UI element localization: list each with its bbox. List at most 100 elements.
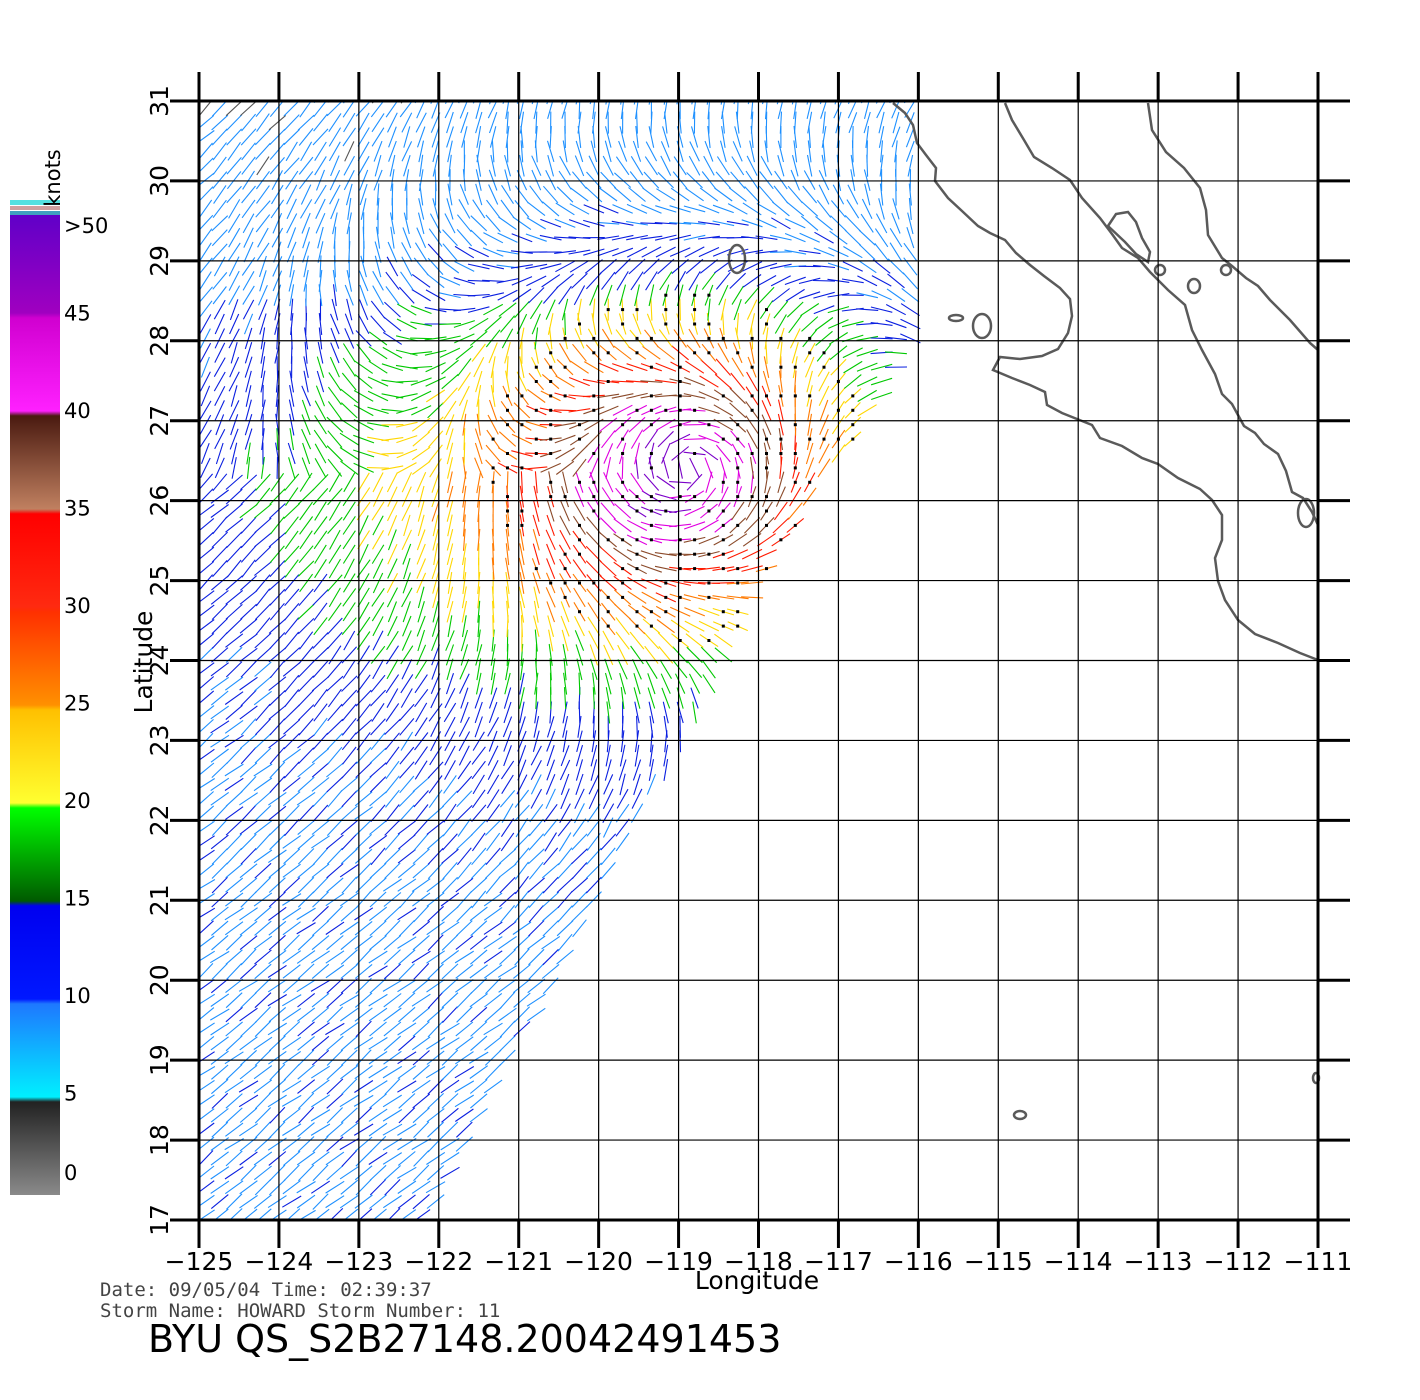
wind-vector <box>519 154 525 177</box>
wind-vector <box>718 486 729 507</box>
wind-vector <box>600 833 617 851</box>
wind-vector <box>272 256 283 277</box>
colorbar-cap-pink <box>10 206 60 210</box>
wind-vector <box>328 587 341 608</box>
wind-vector <box>357 487 371 507</box>
wind-vector <box>456 214 472 233</box>
wind-vector <box>211 575 229 591</box>
wind-vector <box>282 994 302 1007</box>
wind-vector <box>744 286 760 304</box>
wind-vector <box>440 1079 460 1094</box>
rain-flag-marker <box>534 437 538 441</box>
wind-vector <box>894 140 898 163</box>
wind-vector <box>686 172 703 189</box>
wind-vector <box>269 1063 286 1081</box>
rain-flag-marker <box>549 581 553 585</box>
wind-vector <box>557 933 573 952</box>
wind-vector <box>878 111 885 134</box>
wind-vector <box>326 1006 344 1023</box>
wind-vector <box>575 644 584 666</box>
wind-vector <box>614 503 632 519</box>
wind-vector <box>268 647 287 663</box>
wind-vector <box>560 788 570 810</box>
wind-vector <box>460 399 468 422</box>
wind-vector <box>514 861 529 880</box>
wind-vector <box>383 949 401 965</box>
wind-vector <box>467 306 490 313</box>
wind-vector <box>630 429 644 449</box>
wind-vector <box>560 601 570 623</box>
wind-vector <box>354 1065 373 1080</box>
mainland-coast <box>1003 102 1320 526</box>
wind-vector <box>284 473 300 492</box>
wind-vector <box>226 847 243 865</box>
wind-vector <box>456 920 473 937</box>
wind-vector <box>554 250 577 254</box>
wind-vector <box>410 351 433 355</box>
wind-vector <box>416 471 427 493</box>
wind-vector <box>843 374 862 389</box>
wind-vector <box>383 993 402 1008</box>
wind-vector <box>417 629 426 652</box>
wind-vector <box>368 1007 388 1022</box>
wind-vector <box>654 565 677 572</box>
wind-vector <box>431 486 440 508</box>
wind-vector <box>368 965 388 978</box>
wind-vector <box>726 220 749 226</box>
wind-vector <box>597 405 619 416</box>
wind-vector <box>254 517 272 534</box>
wind-vector <box>341 761 358 779</box>
wind-vector <box>397 1123 417 1136</box>
wind-vector <box>424 349 447 356</box>
wind-vector <box>385 804 400 823</box>
wind-vector <box>663 744 669 767</box>
date-time-line: Date: 09/05/04 Time: 02:39:37 <box>100 1279 432 1301</box>
wind-vector <box>239 863 258 879</box>
wind-vector <box>684 607 706 617</box>
wind-vector <box>426 877 445 893</box>
wind-vector <box>568 219 590 228</box>
wind-vector <box>574 630 585 651</box>
wind-vector <box>750 101 754 120</box>
wind-vector <box>367 376 389 387</box>
wind-vector <box>329 184 341 205</box>
rain-flag-marker <box>621 581 625 585</box>
wind-vector <box>447 514 453 537</box>
wind-vector <box>386 630 399 651</box>
wind-vector <box>353 1123 374 1136</box>
wind-vector <box>527 877 545 893</box>
wind-vector <box>312 732 329 750</box>
wind-vector <box>199 1022 201 1024</box>
wind-vector <box>340 949 358 965</box>
wind-vector <box>214 429 226 450</box>
wind-vector <box>427 991 444 1009</box>
small-island-c <box>1296 497 1316 529</box>
wind-vector <box>385 760 400 780</box>
wind-vector <box>412 1050 430 1066</box>
wind-vector <box>597 204 619 214</box>
rain-flag-marker <box>635 408 639 412</box>
wind-vector <box>255 101 270 118</box>
wind-vector <box>398 949 416 965</box>
wind-vector <box>669 580 692 586</box>
wind-vector <box>490 658 496 681</box>
wind-vector <box>269 746 285 765</box>
wind-vector <box>372 530 384 550</box>
wind-vector <box>340 402 358 419</box>
wind-vector <box>548 629 554 652</box>
rain-flag-marker <box>765 495 768 499</box>
rain-flag-marker <box>765 452 768 455</box>
wind-vector <box>505 658 510 681</box>
wind-vector <box>443 400 457 420</box>
wind-vector <box>432 198 439 220</box>
wind-vector <box>670 619 690 633</box>
wind-vector <box>239 1151 258 1166</box>
wind-vector <box>397 303 417 316</box>
rain-flag-marker <box>563 336 567 340</box>
wind-vector <box>184 186 198 203</box>
wind-vector <box>288 399 295 422</box>
wind-vector <box>457 760 472 780</box>
